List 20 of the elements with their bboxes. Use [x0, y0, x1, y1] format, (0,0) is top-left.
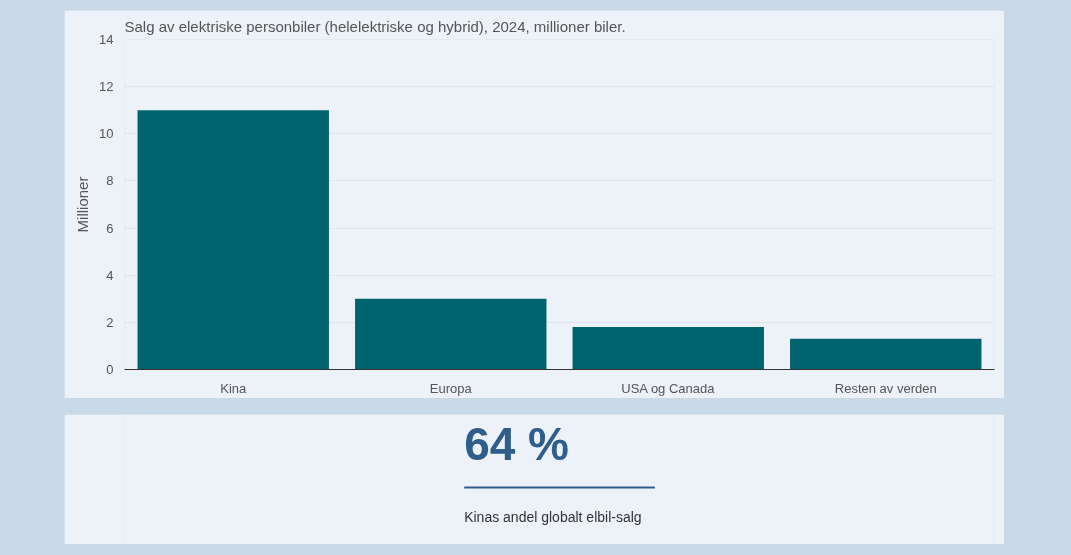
bar — [355, 298, 547, 370]
y-axis-title: Millioner — [74, 176, 92, 233]
x-tick-label: Resten av verden — [834, 380, 937, 396]
chart-title: Salg av elektriske personbiler (helelektriske og hybrid), 2024, millioner biler. — [124, 17, 626, 35]
bar — [572, 327, 764, 370]
y-tick-label: 0 — [106, 362, 114, 377]
x-tick-label: USA og Canada — [621, 380, 716, 396]
bar — [790, 338, 982, 370]
bar — [137, 110, 329, 370]
x-tick-label: Europa — [429, 380, 473, 396]
y-tick-label: 12 — [99, 79, 114, 95]
y-tick-label: 8 — [106, 173, 114, 189]
y-tick-label: 4 — [106, 267, 114, 283]
y-tick-label: 14 — [99, 32, 114, 47]
y-tick-label: 2 — [106, 314, 114, 330]
y-tick-label: 10 — [99, 126, 114, 142]
text: Kinas andel globalt elbil-salg — [464, 508, 642, 525]
y-tick-label: 6 — [106, 220, 114, 236]
text: 64 % — [464, 417, 570, 470]
x-tick-label: Kina — [220, 380, 248, 396]
